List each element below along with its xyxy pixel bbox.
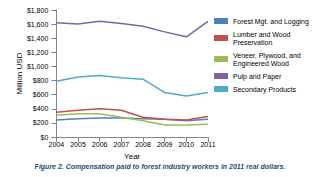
svg-text:2005: 2005 bbox=[70, 141, 86, 148]
svg-text:2004: 2004 bbox=[49, 141, 65, 148]
svg-text:$1,600: $1,600 bbox=[27, 21, 49, 28]
svg-text:2007: 2007 bbox=[114, 141, 130, 148]
svg-text:$1,400: $1,400 bbox=[27, 35, 49, 42]
svg-text:Preservation: Preservation bbox=[233, 39, 272, 46]
svg-text:$400: $400 bbox=[33, 105, 49, 112]
svg-text:Veneer, Plywood, and: Veneer, Plywood, and bbox=[233, 52, 303, 60]
svg-text:$200: $200 bbox=[33, 119, 49, 126]
svg-text:$1,200: $1,200 bbox=[27, 49, 49, 56]
svg-text:2010: 2010 bbox=[179, 141, 195, 148]
svg-text:Secondary Products: Secondary Products bbox=[233, 86, 297, 94]
svg-text:Pulp and Paper: Pulp and Paper bbox=[233, 73, 282, 81]
svg-text:$600: $600 bbox=[33, 91, 49, 98]
svg-text:2006: 2006 bbox=[92, 141, 108, 148]
svg-text:Engineered Wood: Engineered Wood bbox=[233, 60, 289, 68]
svg-text:Figure 2. Compensation paid to: Figure 2. Compensation paid to forest in… bbox=[35, 163, 286, 171]
svg-text:$1,000: $1,000 bbox=[27, 63, 49, 70]
svg-text:2008: 2008 bbox=[135, 141, 151, 148]
svg-text:Million USD: Million USD bbox=[15, 52, 24, 94]
svg-text:2011: 2011 bbox=[200, 141, 215, 148]
svg-text:Forest Mgt. and Logging: Forest Mgt. and Logging bbox=[233, 18, 309, 26]
svg-text:2009: 2009 bbox=[157, 141, 173, 148]
svg-text:Year: Year bbox=[124, 152, 141, 161]
svg-text:$1,800: $1,800 bbox=[27, 7, 49, 14]
svg-text:Lumber and Wood: Lumber and Wood bbox=[233, 31, 292, 38]
svg-text:$0: $0 bbox=[41, 134, 49, 141]
svg-text:$800: $800 bbox=[33, 77, 49, 84]
